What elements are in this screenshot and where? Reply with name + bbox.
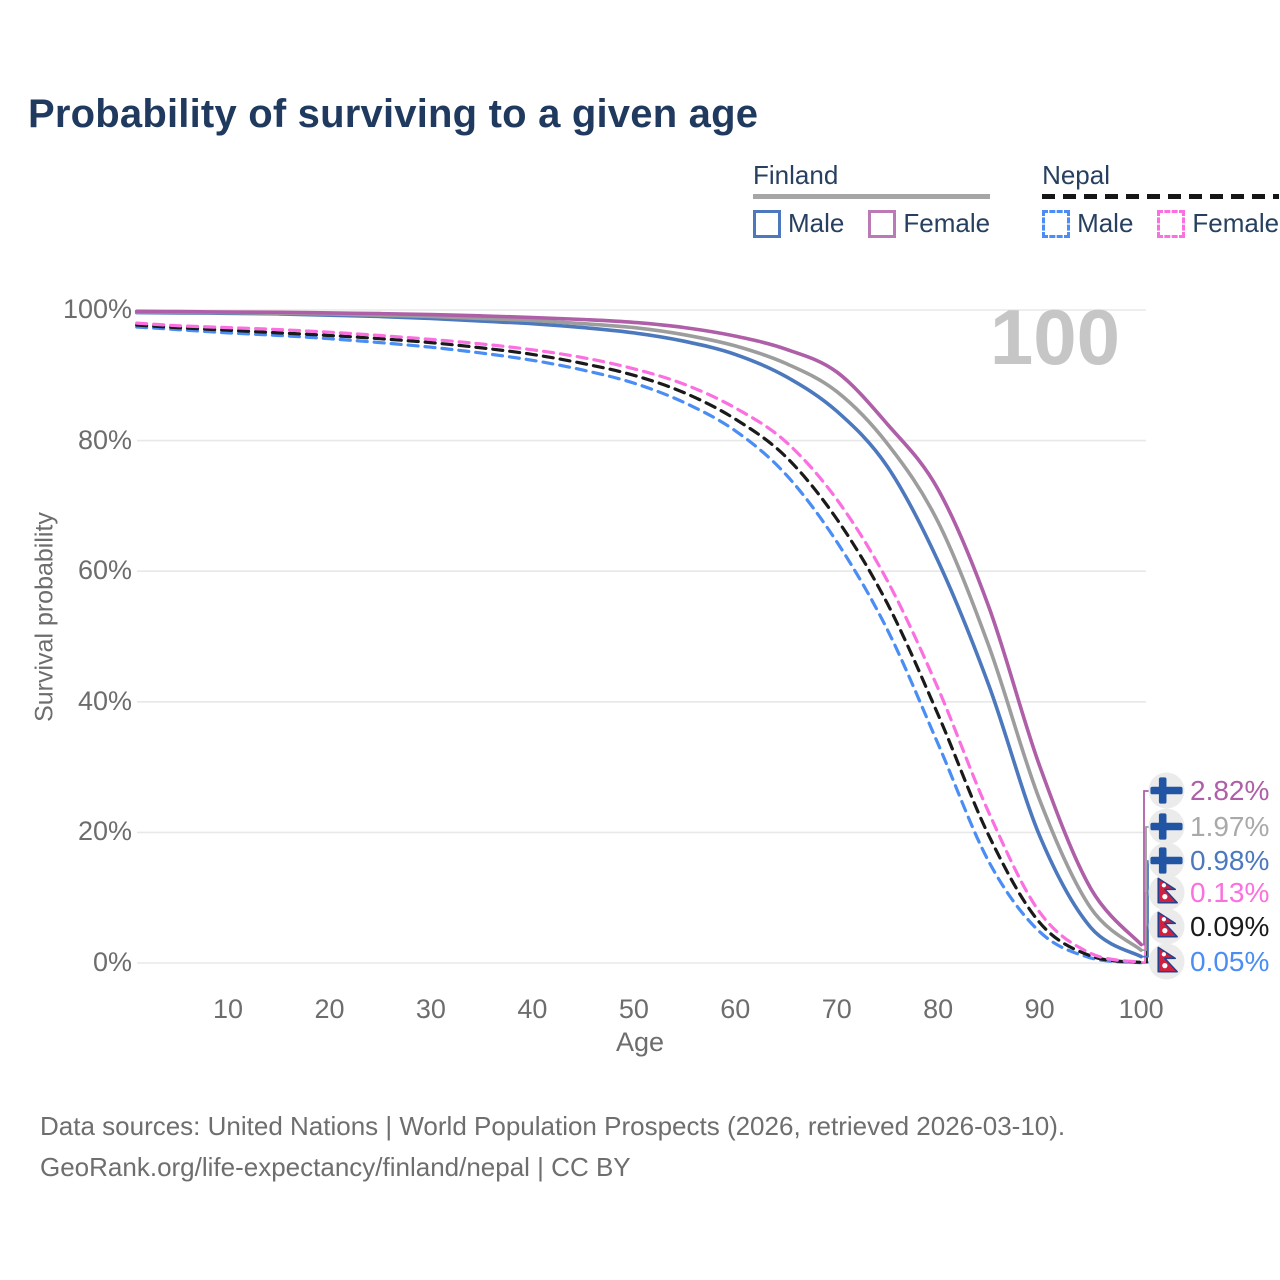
nepal-flag-icon xyxy=(1148,908,1185,945)
end-label-value: 0.13% xyxy=(1190,876,1270,908)
legend-group-nepal: Nepal Male Female xyxy=(1042,160,1280,239)
page-title: Probability of surviving to a given age xyxy=(28,92,759,136)
legend-item-label: Female xyxy=(903,208,991,238)
end-label-value: 0.05% xyxy=(1190,945,1270,977)
y-tick-label: 40% xyxy=(77,685,132,716)
end-label-connector-finland-female xyxy=(1141,790,1151,946)
end-label-finland-female: 2.82% xyxy=(1148,772,1269,809)
series-line-nepal-both[interactable] xyxy=(135,323,1143,964)
series-line-nepal-male[interactable] xyxy=(135,325,1143,965)
x-tick-label: 80 xyxy=(923,994,954,1024)
legend-item-label: Male xyxy=(788,208,845,238)
series-line-finland-both[interactable] xyxy=(134,310,1143,952)
footer-link-line: GeoRank.org/life-expectancy/finland/nepa… xyxy=(40,1152,631,1182)
y-tick-label: 0% xyxy=(92,947,132,977)
legend-country-linestyle-solid xyxy=(753,194,991,199)
end-label-finland-both: 1.97% xyxy=(1148,808,1269,845)
end-label-nepal-male: 0.05% xyxy=(1148,943,1269,980)
x-tick-label: 60 xyxy=(720,994,751,1024)
legend-item-label: Male xyxy=(1077,208,1134,238)
end-label-finland-male: 0.98% xyxy=(1148,842,1269,879)
legend-swatch-icon xyxy=(868,209,897,238)
finland-flag-icon xyxy=(1148,808,1185,845)
x-tick-label: 70 xyxy=(821,994,852,1024)
footer: Data sources: United Nations | World Pop… xyxy=(40,1106,1065,1188)
x-axis-title: Age xyxy=(615,1027,665,1057)
x-tick-label: 50 xyxy=(618,994,649,1024)
end-label-nepal-both: 0.09% xyxy=(1148,908,1269,945)
finland-flag-icon xyxy=(1148,772,1185,809)
y-tick-label: 80% xyxy=(77,424,132,455)
nepal-flag-icon xyxy=(1148,943,1185,980)
legend-item-nepal-female[interactable]: Female xyxy=(1157,208,1279,239)
y-tick-label: 20% xyxy=(77,816,132,847)
x-tick-label: 10 xyxy=(213,994,244,1024)
x-tick-label: 40 xyxy=(517,994,548,1024)
end-label-nepal-female: 0.13% xyxy=(1148,874,1269,911)
legend-country-label: Nepal xyxy=(1042,160,1110,190)
y-tick-label: 60% xyxy=(77,555,132,586)
legend-swatch-icon xyxy=(1042,209,1071,238)
finland-flag-icon xyxy=(1148,842,1185,879)
legend-group-finland: Finland Male Female xyxy=(753,160,991,239)
hovered-age-annotation: 100 xyxy=(989,293,1120,381)
end-label-value: 1.97% xyxy=(1190,810,1270,842)
x-tick-label: 90 xyxy=(1024,994,1055,1024)
x-tick-label: 30 xyxy=(415,994,446,1024)
end-label-value: 2.82% xyxy=(1190,774,1270,806)
legend-swatch-icon xyxy=(1157,209,1186,238)
end-label-value: 0.98% xyxy=(1190,844,1270,876)
legend-item-finland-female[interactable]: Female xyxy=(868,208,990,239)
legend-country-linestyle-dashed xyxy=(1042,194,1280,199)
series-line-finland-female[interactable] xyxy=(134,309,1143,947)
legend-country-label: Finland xyxy=(753,160,839,190)
series-line-nepal-female[interactable] xyxy=(135,321,1143,964)
y-tick-label: 100% xyxy=(62,294,132,324)
legend-item-finland-male[interactable]: Male xyxy=(753,208,844,239)
end-label-value: 0.09% xyxy=(1190,910,1270,942)
legend-swatch-icon xyxy=(753,209,781,238)
footer-sources-line: Data sources: United Nations | World Pop… xyxy=(40,1111,1066,1141)
series-line-finland-male[interactable] xyxy=(134,310,1143,959)
x-tick-label: 100 xyxy=(1118,994,1164,1024)
x-tick-label: 20 xyxy=(314,994,345,1024)
legend-item-label: Female xyxy=(1192,208,1280,238)
legend: Finland Male Female Nepal Male Female xyxy=(753,160,1280,239)
legend-item-nepal-male[interactable]: Male xyxy=(1042,208,1133,239)
nepal-flag-icon xyxy=(1148,874,1185,911)
